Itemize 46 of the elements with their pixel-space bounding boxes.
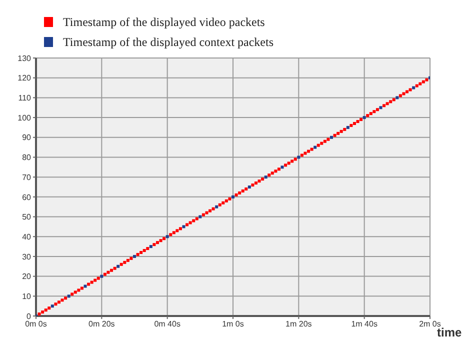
y-tick-label: 40 — [22, 232, 32, 242]
point — [280, 166, 284, 169]
point — [412, 86, 416, 90]
point — [182, 225, 186, 228]
y-tick-label: 20 — [22, 272, 32, 282]
x-tick-label: 1m 0s — [222, 320, 244, 329]
point — [264, 176, 268, 179]
x-tick-label: 1m 40s — [351, 320, 378, 329]
legend-label: Timestamp of the displayed video packets — [63, 14, 265, 30]
point — [362, 116, 366, 120]
point — [248, 186, 251, 188]
y-tick-label: 120 — [18, 74, 32, 83]
point — [50, 304, 54, 308]
point — [198, 215, 202, 218]
point — [215, 205, 218, 208]
x-tick-label: 0m 0s — [25, 320, 47, 329]
x-tick-label: 0m 20s — [88, 320, 115, 329]
y-tick-label: 60 — [22, 192, 32, 202]
y-tick-label: 0 — [26, 312, 32, 321]
y-tick-label: 30 — [22, 252, 32, 262]
point — [396, 96, 399, 100]
point — [314, 146, 317, 149]
y-tick-label: 90 — [22, 133, 32, 142]
point — [346, 126, 350, 129]
point — [133, 254, 136, 258]
y-tick-label: 110 — [18, 94, 32, 103]
point — [297, 156, 300, 159]
y-tick-label: 10 — [22, 292, 32, 301]
point — [330, 136, 333, 139]
x-tick-label: 0m 40s — [154, 320, 180, 329]
point — [149, 245, 152, 248]
x-tick-label: 2m 0s — [419, 320, 441, 329]
y-tick-label: 80 — [22, 153, 32, 162]
point — [100, 274, 104, 278]
point — [84, 284, 87, 288]
y-tick-label: 70 — [22, 172, 32, 182]
point — [379, 106, 382, 110]
y-tick-label: 50 — [22, 212, 32, 222]
y-tick-label: 130 — [18, 54, 32, 63]
y-tick-label: 100 — [18, 113, 32, 122]
point — [67, 294, 70, 298]
point — [116, 264, 120, 268]
point — [232, 195, 234, 198]
point — [166, 235, 169, 238]
legend-label: Timestamp of the displayed context packets — [63, 34, 274, 50]
x-tick-label: 1m 20s — [286, 320, 312, 329]
